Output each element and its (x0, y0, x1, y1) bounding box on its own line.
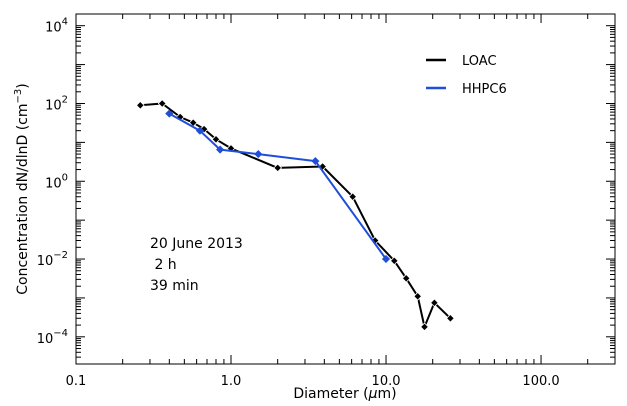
annotation-minutes: 39 min (150, 278, 199, 294)
x-tick-label: 0.1 (66, 374, 87, 389)
data-point-loac (420, 322, 429, 332)
plot-frame (75, 13, 616, 365)
data-point-hhpc6 (195, 126, 205, 135)
x-tick-label: 100.0 (522, 374, 559, 389)
legend: LOAC HHPC6 (426, 54, 507, 97)
legend-label-loac: LOAC (462, 54, 497, 69)
annotation-hours: 2 h (150, 257, 177, 273)
data-point-loac (413, 291, 423, 301)
annotation-date: 20 June 2013 (150, 236, 243, 252)
y-tick-label: 10−4 (37, 328, 68, 347)
y-tick-label: 102 (45, 94, 68, 113)
data-point-loac (446, 313, 455, 323)
y-tick-label: 104 (45, 17, 68, 36)
data-point-hhpc6 (215, 145, 225, 154)
data-point-loac (389, 256, 399, 266)
data-point-loac (430, 298, 439, 308)
y-tick-label: 100 (45, 172, 68, 191)
x-axis-ticks: 0.1 1.0 10.0 100.0 (66, 14, 616, 389)
data-point-loac (211, 134, 221, 144)
y-axis-title: Concentration dN/dlnD (cm−3) (13, 83, 31, 294)
data-point-loac (199, 124, 209, 134)
data-point-hhpc6 (254, 149, 263, 159)
data-point-loac (273, 163, 283, 173)
date-annotation: 20 June 2013 2 h 39 min (150, 236, 243, 294)
data-point-loac (401, 273, 411, 283)
x-tick-label: 10.0 (372, 374, 401, 389)
data-point-loac (157, 99, 167, 108)
data-point-hhpc6 (311, 156, 320, 166)
y-axis-ticks: 10−4 10−2 100 102 104 (37, 13, 615, 365)
x-axis-title: Diameter (μm) (293, 386, 396, 402)
data-point-hhpc6 (381, 254, 391, 264)
y-tick-label: 10−2 (37, 250, 68, 269)
data-point-hhpc6 (165, 109, 174, 118)
data-point-loac (135, 100, 145, 110)
series-line-hhpc6 (168, 112, 387, 260)
legend-label-hhpc6: HHPC6 (462, 82, 507, 97)
data-point-loac (348, 192, 358, 202)
x-tick-label: 1.0 (221, 374, 242, 389)
series-layer (135, 99, 455, 332)
